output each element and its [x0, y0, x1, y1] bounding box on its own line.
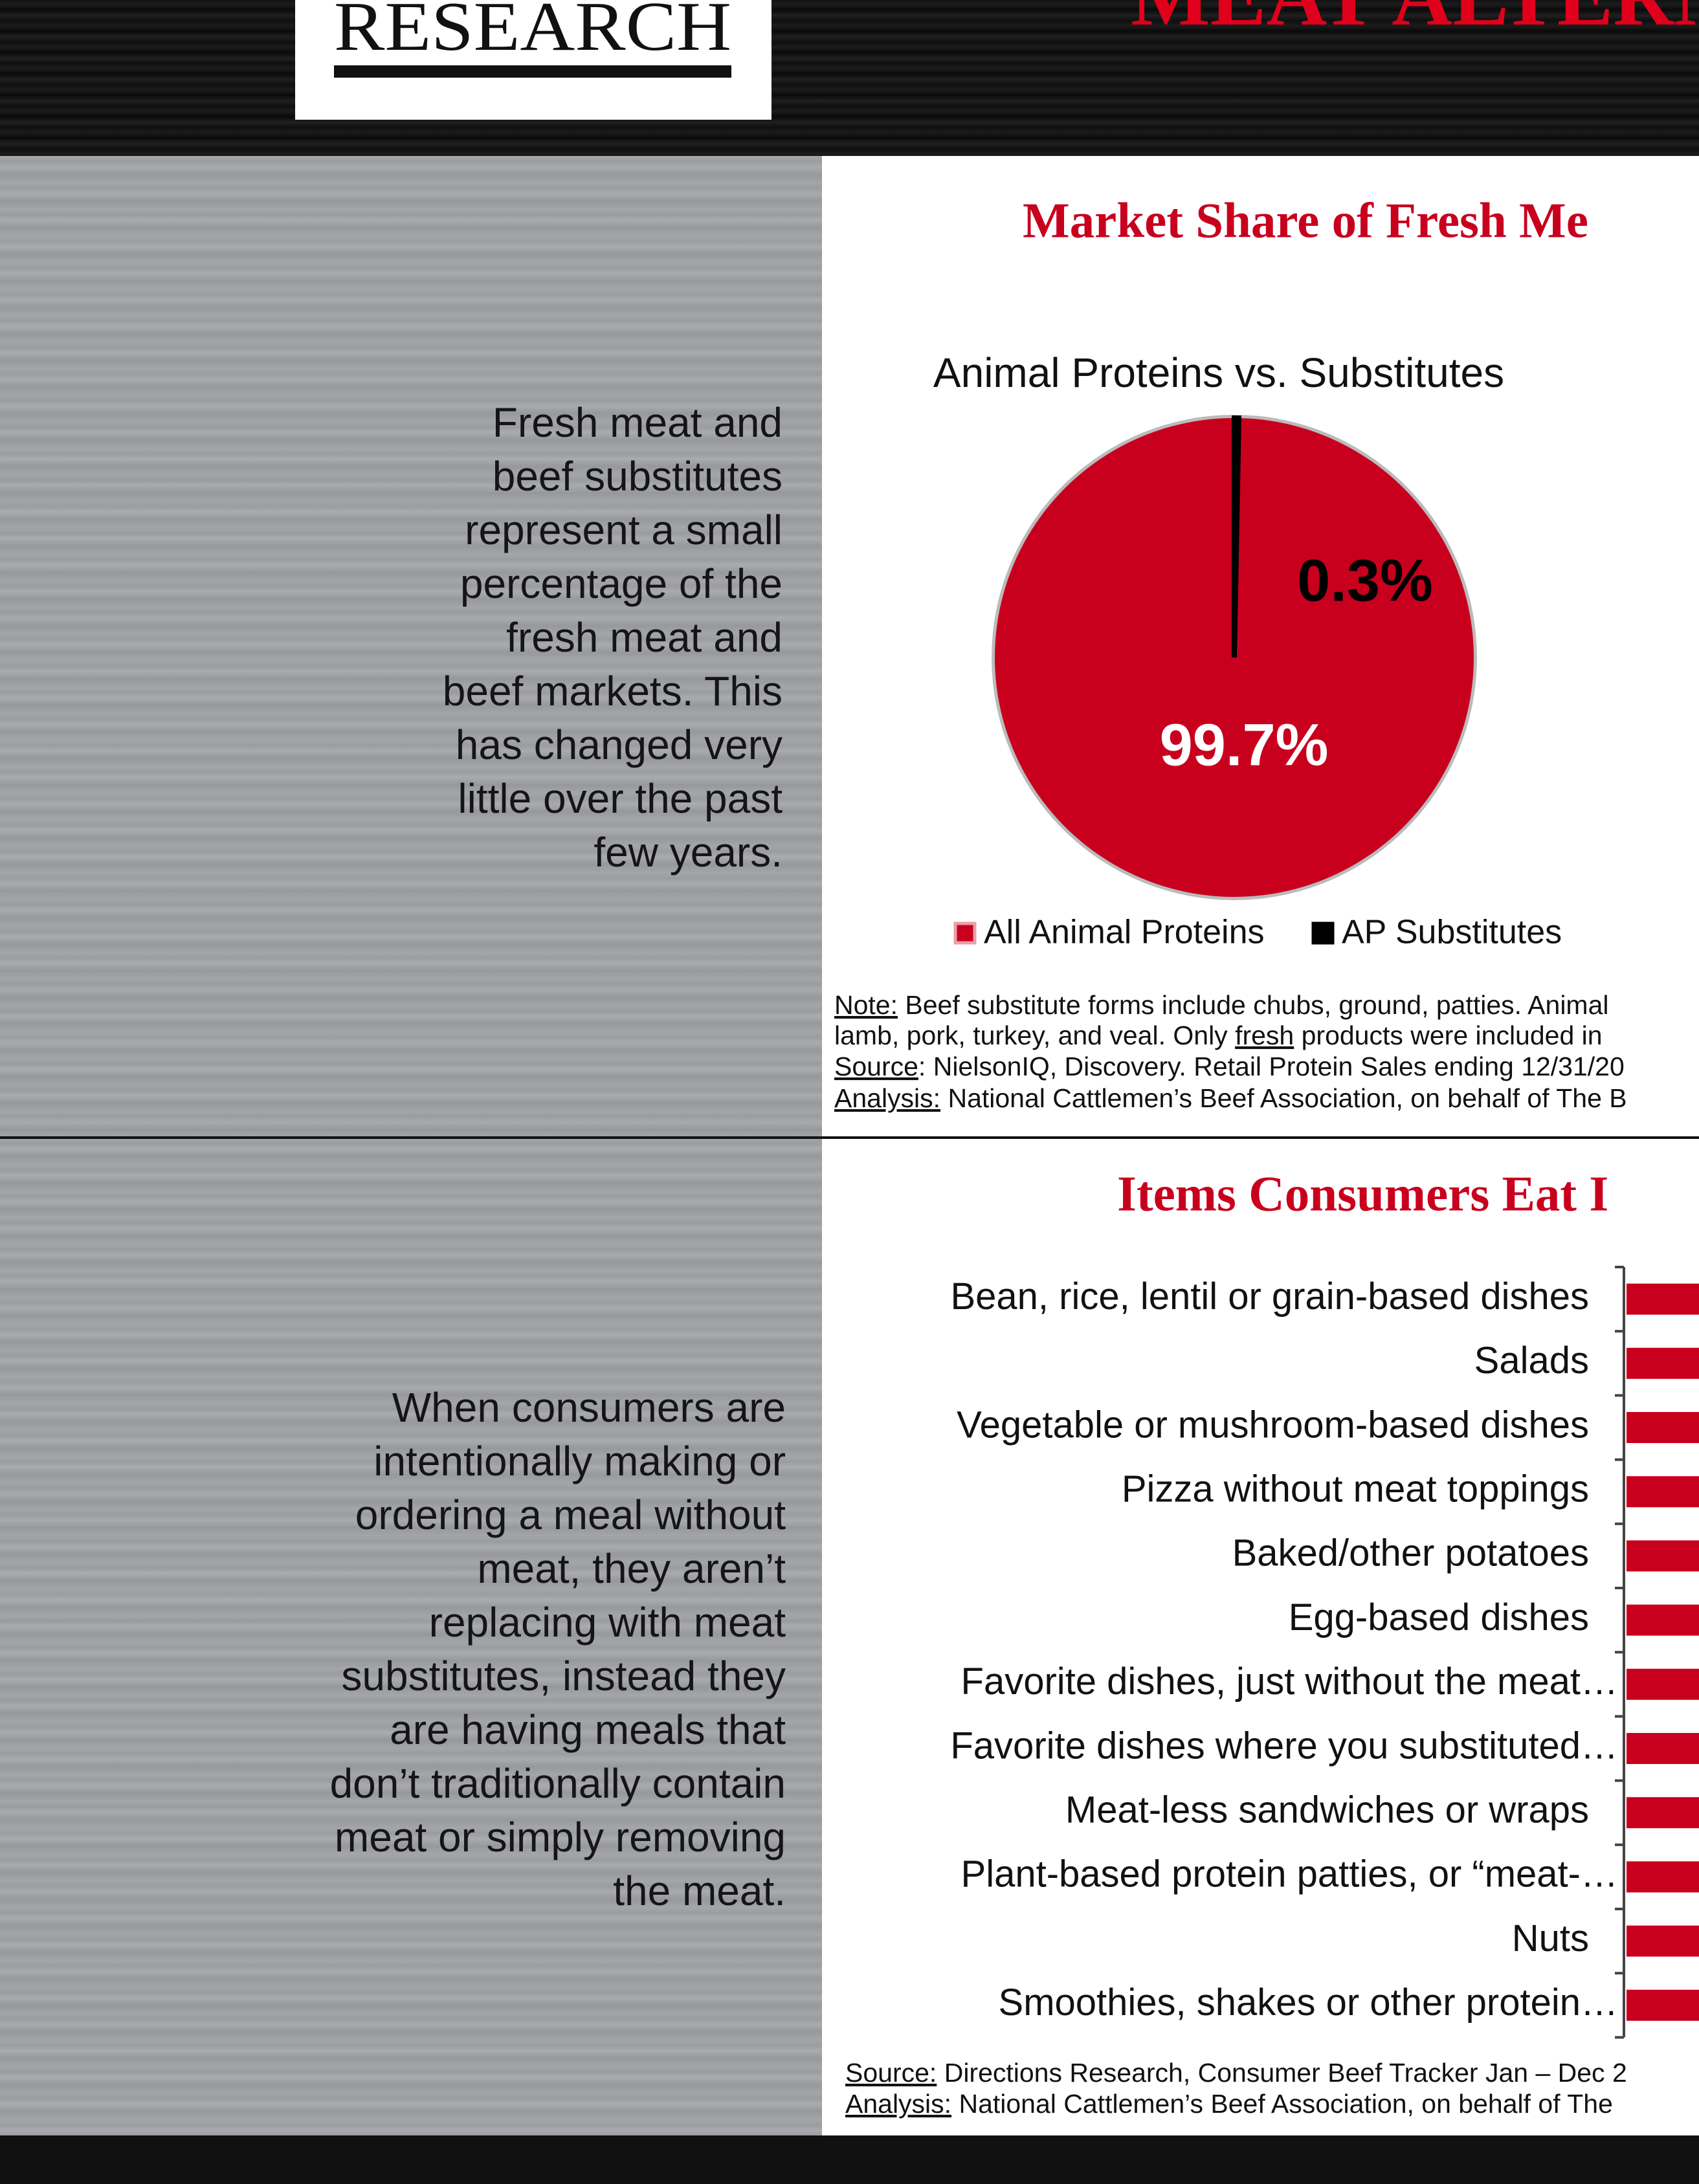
bar-cropped [1627, 1476, 1699, 1508]
note-line: Analysis: National Cattlemen’s Beef Asso… [834, 1083, 1627, 1113]
bar-cropped [1627, 1604, 1699, 1636]
side-text: has changed very [456, 722, 783, 768]
side-text: the meat. [613, 1868, 786, 1914]
bar-cropped [1627, 1347, 1699, 1379]
side-text: substitutes, instead they [341, 1653, 786, 1699]
chart-title: Market Share of Fresh Me [1023, 193, 1588, 248]
data-label: 0.3% [1297, 547, 1433, 613]
bar-cropped [1627, 1283, 1699, 1315]
logo-text: RESEARCH [334, 0, 731, 65]
bar-cropped [1627, 1797, 1699, 1829]
category-label: Bean, rice, lentil or grain-based dishes [950, 1275, 1589, 1318]
bar-cropped [1627, 1989, 1699, 2021]
category-label: Plant-based protein patties, or “meat-… [961, 1853, 1618, 1895]
note-text: : NielsonIQ, Discovery. Retail Protein S… [918, 1052, 1625, 1081]
chart-subtitle: Animal Proteins vs. Substitutes [933, 349, 1504, 396]
side-panel [0, 156, 822, 2135]
note-line: Source: NielsonIQ, Discovery. Retail Pro… [834, 1052, 1625, 1081]
bar-cropped [1627, 1733, 1699, 1764]
note-text: Beef substitute forms include chubs, gro… [898, 990, 1609, 1020]
note-label: Source: [845, 2058, 937, 2088]
note-text: Directions Research, Consumer Beef Track… [937, 2058, 1627, 2088]
side-text: meat, they aren’t [477, 1545, 786, 1592]
note-text: National Cattlemen’s Beef Association, o… [940, 1083, 1627, 1113]
pie-slice [1232, 415, 1242, 658]
side-text: intentionally making or [373, 1438, 786, 1484]
note-line: lamb, pork, turkey, and veal. Only fresh… [834, 1020, 1603, 1050]
legend-swatch [953, 921, 977, 945]
side-text: beef substitutes [493, 453, 783, 500]
side-text: little over the past [458, 775, 783, 822]
legend-label: All Animal Proteins [984, 914, 1265, 951]
category-label: Egg-based dishes [1289, 1596, 1589, 1638]
side-text: ordering a meal without [355, 1492, 786, 1538]
page-title: MEAT ALTERN [1131, 0, 1699, 43]
note-label: Source [834, 1052, 918, 1081]
category-label: Nuts [1512, 1917, 1589, 1959]
note-line: Source: Directions Research, Consumer Be… [845, 2058, 1627, 2088]
logo-rule [334, 65, 731, 78]
category-label: Meat-less sandwiches or wraps [1065, 1789, 1589, 1831]
category-label: Salads [1474, 1340, 1589, 1382]
note-text: lamb, pork, turkey, and veal. Only [834, 1020, 1235, 1050]
pie-slice [994, 418, 1474, 898]
footer-band [0, 2135, 1699, 2184]
note-label: Analysis: [834, 1083, 940, 1113]
category-label: Vegetable or mushroom-based dishes [957, 1404, 1589, 1446]
side-text: don’t traditionally contain [330, 1760, 786, 1807]
chart-title: Items Consumers Eat I [1117, 1166, 1608, 1222]
side-text: meat or simply removing [335, 1814, 786, 1860]
side-text: Fresh meat and [493, 399, 783, 446]
logo-box [295, 0, 772, 120]
category-label: Baked/other potatoes [1232, 1532, 1589, 1574]
bar-cropped [1627, 1668, 1699, 1700]
side-text: percentage of the [460, 560, 783, 607]
category-label: Favorite dishes, just without the meat… [961, 1660, 1618, 1703]
category-label: Pizza without meat toppings [1122, 1468, 1589, 1510]
header-band [0, 0, 1699, 156]
side-text: represent a small [465, 507, 783, 553]
note-label: Note: [834, 990, 898, 1020]
legend-swatch [1311, 921, 1335, 945]
note-text: products were included in [1294, 1020, 1602, 1050]
side-text: few years. [594, 829, 783, 876]
note-label: Analysis: [845, 2089, 951, 2119]
note-line: Note: Beef substitute forms include chub… [834, 990, 1609, 1020]
legend-label: AP Substitutes [1342, 914, 1562, 951]
side-text: fresh meat and [506, 614, 783, 661]
side-text: When consumers are [392, 1384, 786, 1431]
bar-cropped [1627, 1925, 1699, 1957]
side-text: beef markets. This [443, 668, 783, 714]
bar-cropped [1627, 1540, 1699, 1572]
bar-cropped [1627, 1861, 1699, 1893]
data-label: 99.7% [1160, 712, 1329, 778]
note-line: Analysis: National Cattlemen’s Beef Asso… [845, 2089, 1613, 2119]
bar-cropped [1627, 1412, 1699, 1443]
category-label: Smoothies, shakes or other protein… [999, 1981, 1618, 2024]
side-text: replacing with meat [429, 1599, 786, 1646]
note-emphasis: fresh [1235, 1020, 1294, 1050]
category-label: Favorite dishes where you substituted… [950, 1725, 1618, 1767]
note-text: National Cattlemen’s Beef Association, o… [951, 2089, 1613, 2119]
side-text: are having meals that [390, 1706, 786, 1753]
